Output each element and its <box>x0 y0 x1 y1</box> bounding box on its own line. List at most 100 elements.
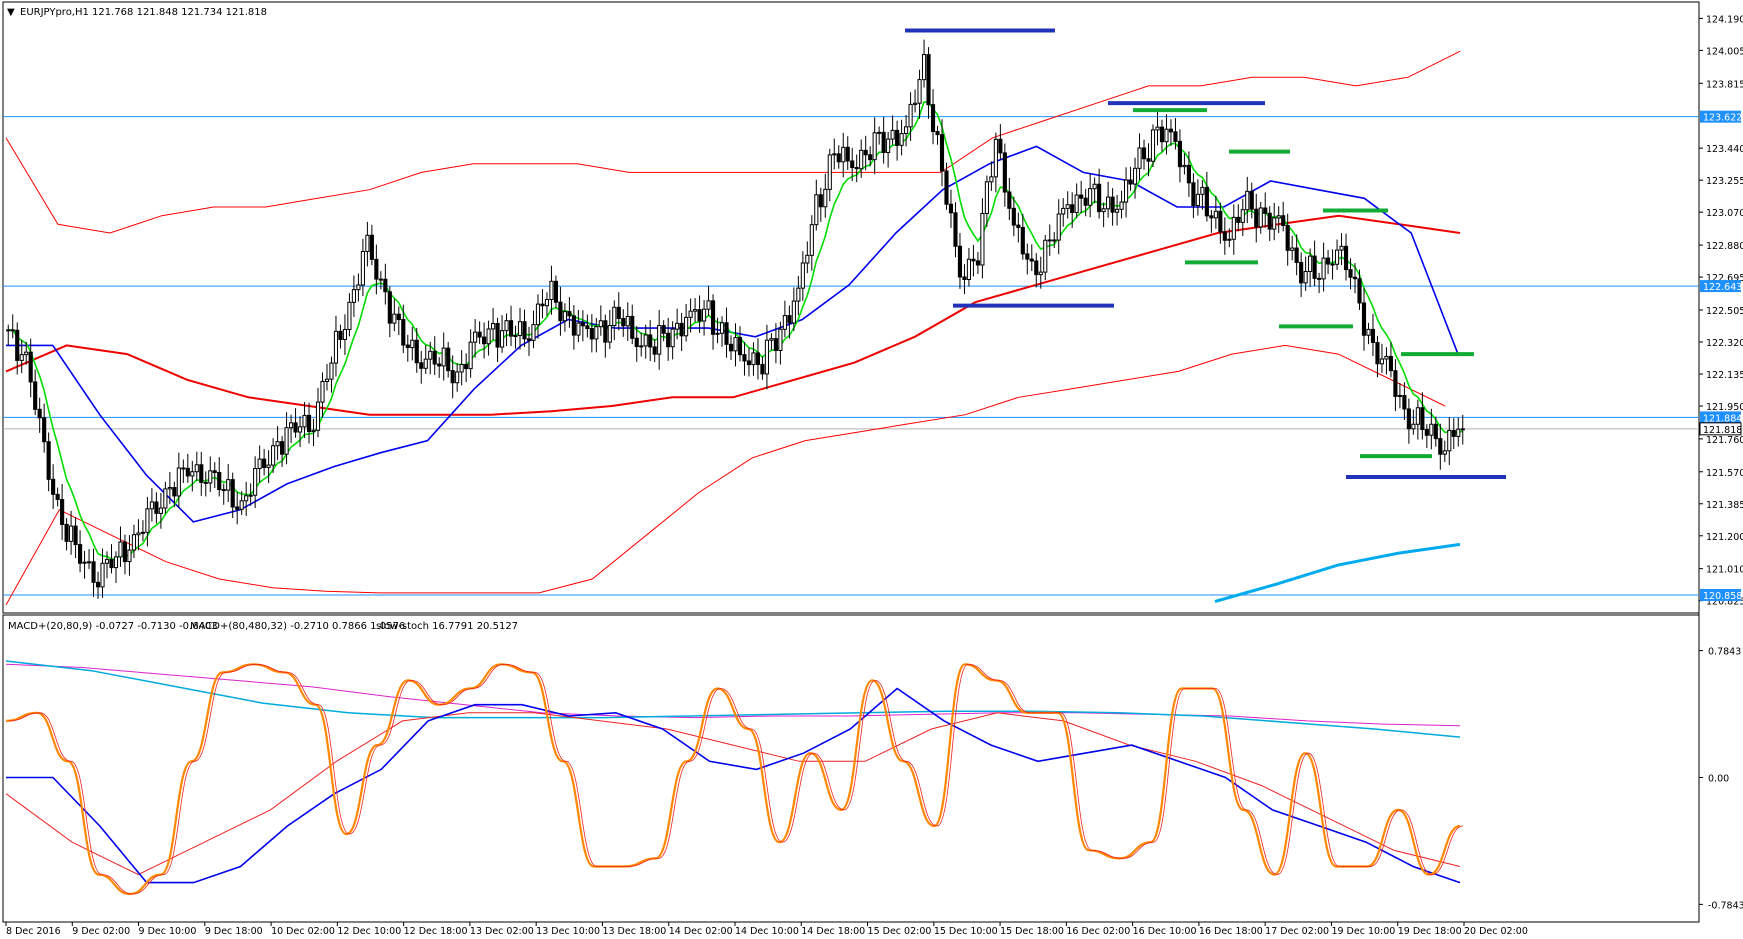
bull-candle <box>1074 194 1079 213</box>
bear-candle <box>1034 260 1039 276</box>
bear-candle <box>387 291 392 324</box>
envelope-upper-line <box>5 50 1461 234</box>
bull-candle <box>410 339 415 349</box>
cyan-ma-line <box>1214 542 1461 603</box>
price-tag-bg <box>1700 588 1741 601</box>
bull-candle <box>1115 208 1120 213</box>
macd2-cyan-line <box>5 660 1461 738</box>
bull-candle <box>814 194 819 226</box>
bull-candle <box>208 470 213 484</box>
bear-candle <box>746 360 752 366</box>
bear-candle <box>868 154 873 161</box>
current-price-tag-bg <box>1699 422 1742 436</box>
bull-candle <box>248 494 253 497</box>
bull-candle <box>504 320 509 332</box>
bull-candle <box>1272 217 1277 230</box>
bull-candle <box>1182 164 1187 168</box>
bull-candle <box>441 347 446 367</box>
price-tag-label: 122.643 <box>1703 282 1742 293</box>
bull-candle <box>625 315 630 327</box>
bull-candle <box>1258 207 1263 228</box>
bull-candle <box>257 458 262 470</box>
bull-candle <box>1065 204 1070 209</box>
bull-candle <box>315 401 321 431</box>
dropdown-arrow-icon[interactable]: ▼ <box>7 7 15 18</box>
bull-candle <box>1227 238 1232 241</box>
macd-main-line <box>6 687 1461 884</box>
bear-candle <box>1267 212 1272 230</box>
current-price-label: 121.818 <box>1703 425 1742 436</box>
bear-candle <box>109 559 114 569</box>
bear-candle <box>1352 276 1358 280</box>
bear-candle <box>1128 179 1133 185</box>
time-tick-label: 14 Dec 10:00 <box>735 926 799 937</box>
price-tick-label: 123.815 <box>1706 79 1743 90</box>
bear-candle <box>369 234 374 260</box>
time-tick-label: 16 Dec 10:00 <box>1133 926 1197 937</box>
bear-candle <box>1420 407 1425 431</box>
bull-candle <box>1092 183 1097 190</box>
bull-candle <box>805 254 810 264</box>
bull-candle <box>1460 428 1465 431</box>
bear-candle <box>742 354 747 362</box>
bear-candle <box>374 258 379 280</box>
bull-candle <box>639 345 644 348</box>
bear-candle <box>787 315 792 324</box>
bull-candle <box>886 138 891 154</box>
indicator-tick-label: 0.7843 <box>1708 647 1741 658</box>
macd-signal-line <box>5 712 1461 876</box>
price-tick-label: 122.505 <box>1706 306 1743 317</box>
bull-candle <box>1339 245 1344 251</box>
bull-candle <box>455 371 460 384</box>
indicator-lines <box>5 660 1464 896</box>
bear-candle <box>1254 208 1259 228</box>
bull-candle <box>491 323 496 330</box>
bear-candle <box>930 104 936 133</box>
bull-candle <box>535 303 541 326</box>
bear-candle <box>935 131 940 136</box>
bear-candle <box>1141 147 1147 160</box>
bull-candle <box>297 426 303 433</box>
bull-candle <box>1106 196 1111 210</box>
bear-candle <box>1438 438 1443 455</box>
bear-candle <box>401 319 406 346</box>
bear-candle <box>235 506 240 510</box>
envelope-bands <box>5 50 1461 606</box>
bull-candle <box>86 561 92 564</box>
bear-candle <box>1281 215 1286 227</box>
bear-candle <box>414 339 419 364</box>
bear-candle <box>895 129 900 146</box>
bull-candle <box>1137 147 1142 169</box>
bull-candle <box>320 380 325 403</box>
bull-candle <box>351 289 356 303</box>
price-tag-label: 123.622 <box>1703 113 1742 124</box>
bull-candle <box>118 541 123 558</box>
bull-candle <box>1164 128 1169 143</box>
bear-candle <box>1406 408 1411 430</box>
bear-candle <box>280 441 285 455</box>
bull-candle <box>908 103 913 128</box>
time-tick-label: 13 Dec 02:00 <box>470 926 534 937</box>
time-tick-label: 14 Dec 02:00 <box>669 926 733 937</box>
bear-candle <box>64 523 69 542</box>
bull-candle <box>1411 423 1416 430</box>
bull-candle <box>1123 179 1129 203</box>
bear-candle <box>522 321 527 340</box>
bear-candle <box>46 441 51 480</box>
bear-candle <box>1186 164 1191 184</box>
bull-candle <box>517 321 523 337</box>
bear-candle <box>437 363 442 367</box>
bear-candle <box>217 472 222 491</box>
bull-candle <box>131 534 137 551</box>
bull-candle <box>104 559 110 564</box>
bull-candle <box>859 149 864 170</box>
bear-candle <box>1110 196 1115 213</box>
bear-candle <box>603 320 608 343</box>
bull-candle <box>1379 358 1385 365</box>
bear-candle <box>1209 215 1214 219</box>
bull-candle <box>194 464 199 473</box>
price-tag-bg <box>1700 411 1741 424</box>
envelope-lower-line <box>5 344 1446 606</box>
price-tick-label: 121.570 <box>1706 468 1743 479</box>
